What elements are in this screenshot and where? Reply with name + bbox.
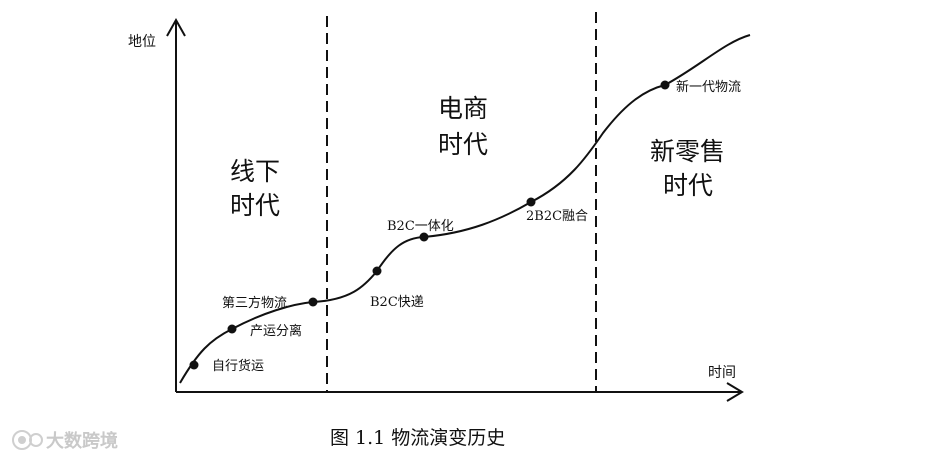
y-axis-arrow: [166, 17, 186, 37]
label-b2c-express: B2C快递: [370, 295, 424, 310]
x-axis-label: 时间: [708, 365, 736, 381]
era-labels: 线下 时代 电商 时代 新零售 时代: [230, 94, 725, 220]
watermark-logo-icon: [12, 430, 43, 450]
label-b2c-integration: B2C一体化: [387, 219, 454, 234]
watermark-text: 大数跨境: [46, 430, 118, 452]
watermark: 大数跨境: [12, 430, 118, 452]
y-axis-label: 地位: [128, 34, 156, 50]
era-ecommerce-line2: 时代: [438, 130, 488, 159]
label-self-freight: 自行货运: [212, 358, 264, 374]
event-points: [189, 80, 670, 370]
era-newretail-line1: 新零售: [650, 137, 725, 166]
point-b2c-integration: [419, 232, 429, 242]
point-self-freight: [189, 360, 199, 370]
label-production-transport-separation: 产运分离: [250, 323, 302, 339]
point-2b2c-fusion: [526, 197, 536, 207]
era-offline-line2: 时代: [230, 191, 280, 220]
label-2b2c-fusion: 2B2C融合: [526, 209, 588, 224]
figure-caption: 图 1.1 物流演变历史: [330, 427, 505, 449]
x-axis-arrow: [726, 382, 744, 402]
axes: 地位 时间: [128, 17, 744, 402]
era-ecommerce-line1: 电商: [438, 94, 488, 123]
point-new-generation-logistics: [660, 80, 670, 90]
label-third-party-logistics: 第三方物流: [222, 295, 287, 311]
event-labels: 自行货运 产运分离 第三方物流 B2C快递 B2C一体化 2B2C融合 新一代物…: [212, 79, 741, 374]
point-b2c-express: [372, 266, 382, 276]
era-dividers: [326, 12, 597, 392]
point-third-party-logistics: [308, 297, 318, 307]
era-offline-line1: 线下: [230, 157, 280, 186]
point-production-transport-separation: [227, 324, 237, 334]
era-newretail-line2: 时代: [663, 171, 713, 200]
evolution-curve: [179, 34, 751, 384]
label-new-generation-logistics: 新一代物流: [676, 79, 741, 95]
